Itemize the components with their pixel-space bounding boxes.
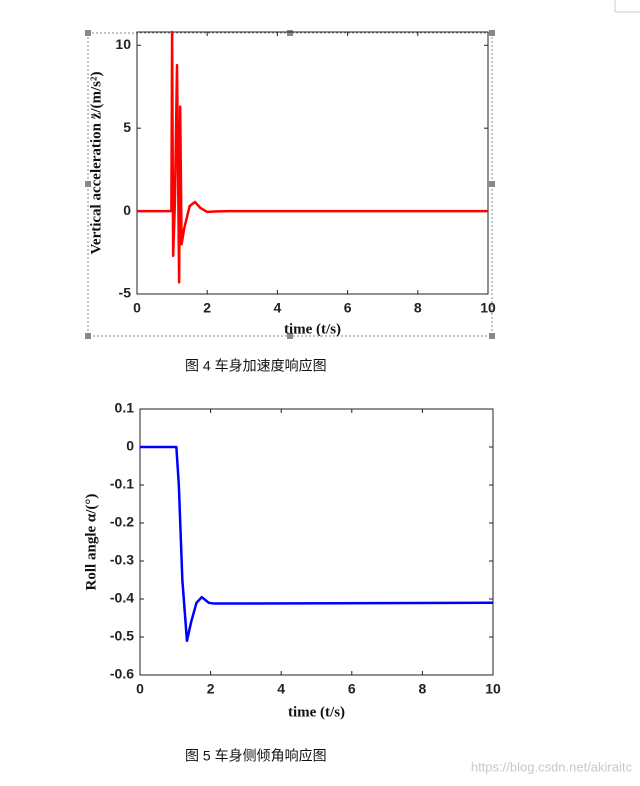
watermark: https://blog.csdn.net/akiraitc xyxy=(471,759,633,774)
x-tick-label: 4 xyxy=(274,300,282,316)
y-tick-label: 0 xyxy=(126,438,134,454)
x-tick-label: 8 xyxy=(419,681,427,697)
x-tick-label: 6 xyxy=(344,300,352,316)
y-tick-label: -0.3 xyxy=(110,552,134,568)
y-tick-label: -0.2 xyxy=(110,514,134,530)
y-axis-label: Roll angle α/(°) xyxy=(83,494,99,591)
caption: 图 5 车身侧倾角响应图 xyxy=(185,748,327,764)
selection-frame xyxy=(87,32,493,337)
caption: 图 4 车身加速度响应图 xyxy=(185,358,327,374)
x-tick-label: 8 xyxy=(414,300,422,316)
y-tick-label: 0 xyxy=(123,202,131,218)
data-line xyxy=(140,445,494,643)
y-tick-label: -0.6 xyxy=(110,666,134,682)
x-tick-label: 10 xyxy=(480,300,496,316)
x-tick-label: 0 xyxy=(136,681,144,697)
y-axis-label: Vertical acceleration z̈/(m/s²) xyxy=(88,71,104,254)
y-tick-label: 0.1 xyxy=(115,400,135,416)
plot-frame xyxy=(139,408,494,676)
selection-handles xyxy=(85,30,495,339)
y-tick-label: 5 xyxy=(123,119,131,135)
y-tick-label: -0.4 xyxy=(110,590,134,606)
x-tick-label: 10 xyxy=(485,681,501,697)
y-tick-label: -0.1 xyxy=(110,476,134,492)
x-axis-label: time (t/s) xyxy=(284,321,341,337)
x-axis-label: time (t/s) xyxy=(288,704,345,720)
plot-frame xyxy=(136,31,489,295)
x-tick-label: 6 xyxy=(348,681,356,697)
y-tick-label: -0.5 xyxy=(110,628,134,644)
data-line xyxy=(137,30,488,284)
y-tick-label: 10 xyxy=(115,36,131,52)
x-tick-label: 2 xyxy=(207,681,215,697)
x-tick-label: 4 xyxy=(277,681,285,697)
x-tick-label: 0 xyxy=(133,300,141,316)
y-tick-label: -5 xyxy=(119,285,132,301)
x-tick-label: 2 xyxy=(203,300,211,316)
